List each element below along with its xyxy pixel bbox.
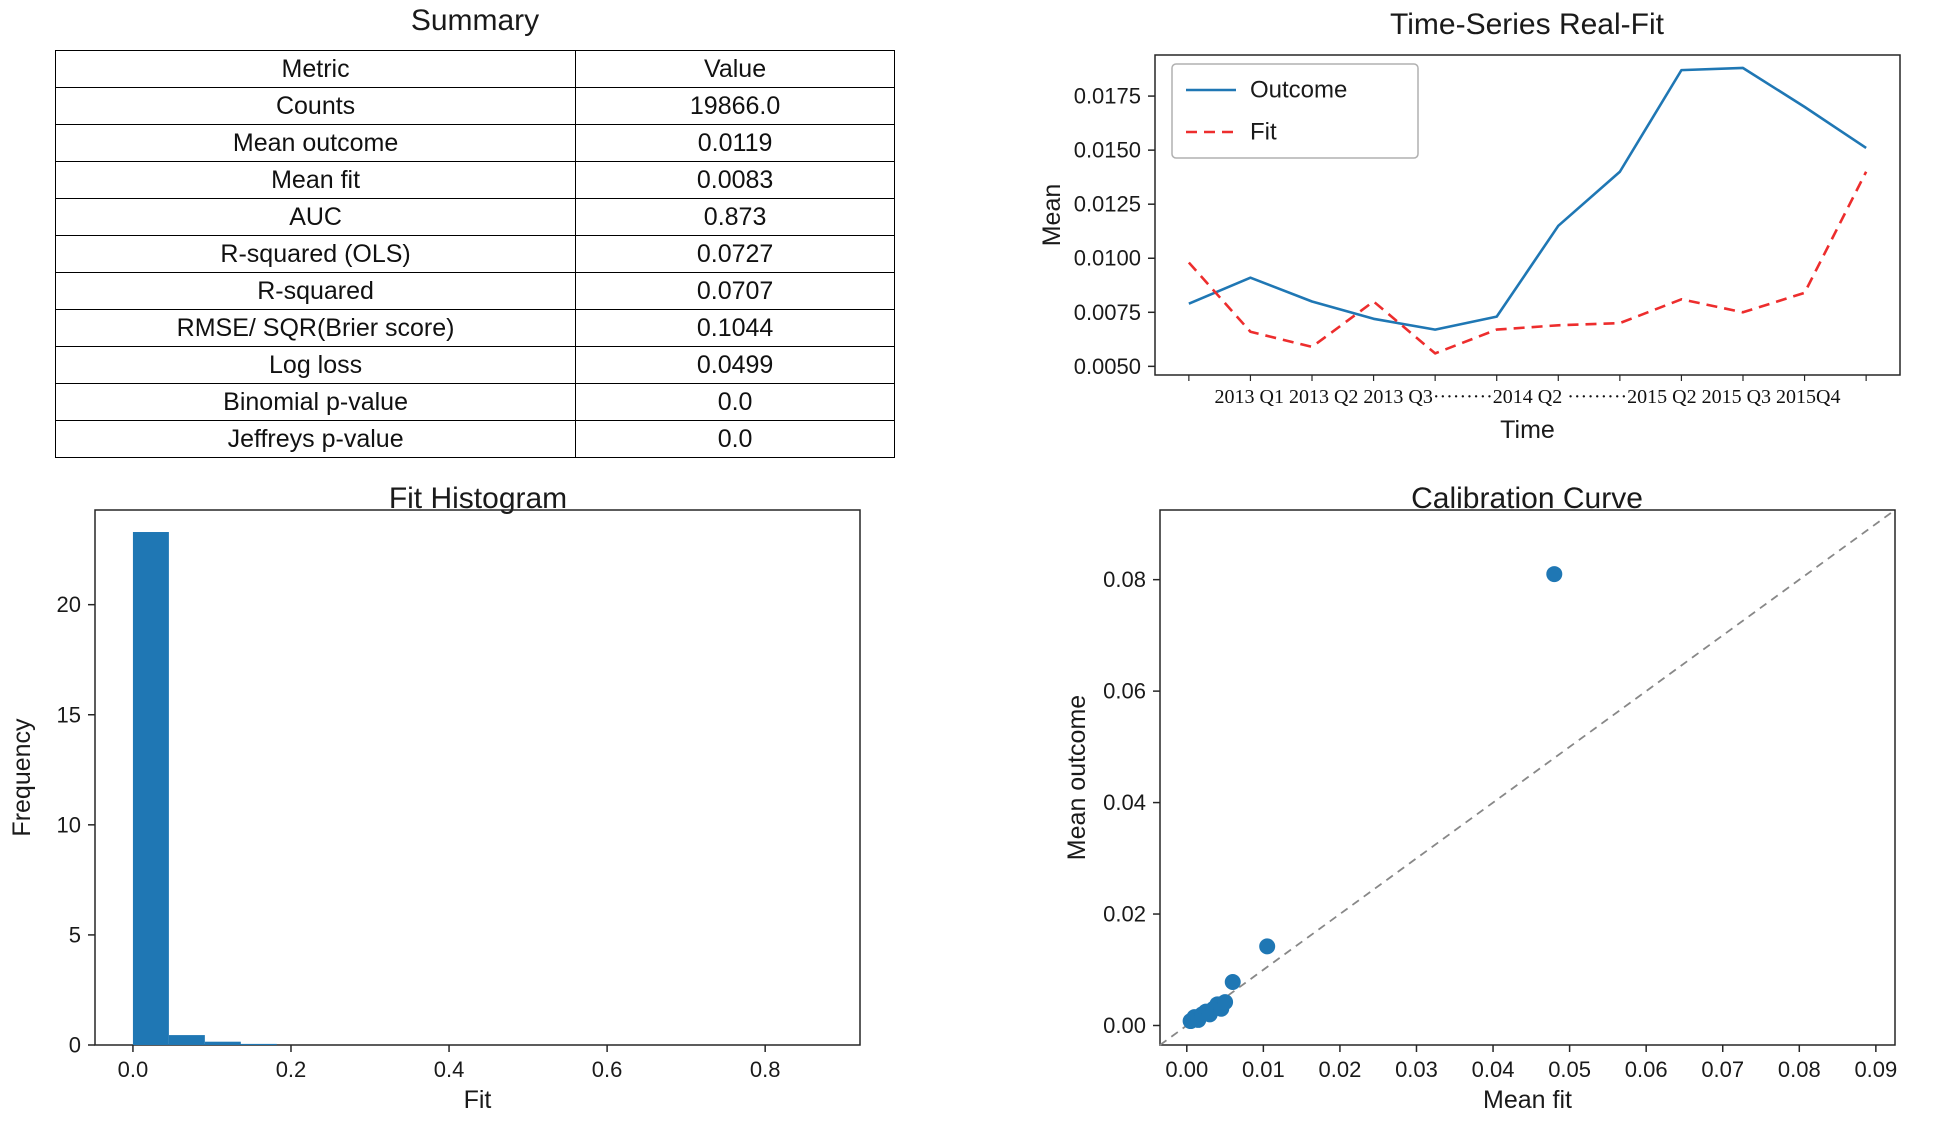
histogram-bar xyxy=(168,1035,205,1045)
table-row: Mean outcome 0.0119 xyxy=(54,124,895,162)
value-cell: 0.0119 xyxy=(575,124,895,162)
header-row: Metric Value xyxy=(54,50,895,88)
metric-cell: AUC xyxy=(54,198,577,236)
metric-cell: Mean outcome xyxy=(54,124,577,162)
y-tick-label: 0.0075 xyxy=(1074,300,1141,325)
x-tick-label: 0.09 xyxy=(1854,1057,1897,1082)
table-row: Jeffreys p-value 0.0 xyxy=(54,420,895,458)
histogram-bar xyxy=(204,1041,241,1045)
x-axis-label: Time xyxy=(1500,416,1555,444)
data-point xyxy=(1224,974,1241,991)
table-row: Counts 19866.0 xyxy=(54,87,895,125)
y-tick-label: 0.0150 xyxy=(1074,138,1141,163)
y-tick-label: 0 xyxy=(69,1033,81,1058)
metric-cell: Mean fit xyxy=(54,161,577,199)
value-cell: 0.1044 xyxy=(575,309,895,347)
summary-table-body: Metric Value Counts 19866.0 Mean outcome 0.01… xyxy=(54,50,895,458)
x-tick-label: 0.05 xyxy=(1548,1057,1591,1082)
metric-cell: Binomial p-value xyxy=(54,383,577,421)
table-row: AUC 0.873 xyxy=(54,198,895,236)
summary-title: Summary xyxy=(410,4,540,37)
data-point xyxy=(1259,938,1276,955)
y-tick-label: 0.0125 xyxy=(1074,192,1141,217)
value-cell: 0.0083 xyxy=(575,161,895,199)
legend-label: Fit xyxy=(1250,119,1277,146)
metric-cell: Log loss xyxy=(54,346,577,384)
metric-cell: Counts xyxy=(54,87,577,125)
value-cell: 0.0727 xyxy=(575,235,895,273)
x-tick-label: 0.03 xyxy=(1395,1057,1438,1082)
legend: Outcome Fit xyxy=(1171,63,1419,159)
x-tick-label: 0.08 xyxy=(1778,1057,1821,1082)
outcome-line xyxy=(1188,66,1867,331)
x-tick-label: 0.0 xyxy=(118,1057,149,1082)
y-tick-label: 0.0175 xyxy=(1074,84,1141,109)
fit-line xyxy=(1187,171,1868,355)
x-tick-label: 0.07 xyxy=(1701,1057,1744,1082)
table-row: R-squared (OLS) 0.0727 xyxy=(54,235,895,273)
table-row: Log loss 0.0499 xyxy=(54,346,895,384)
y-tick-label: 20 xyxy=(57,592,81,617)
y-tick-label: 10 xyxy=(57,812,81,837)
data-point xyxy=(1546,566,1563,583)
y-tick-label: 0.00 xyxy=(1103,1013,1146,1038)
metric-cell: Jeffreys p-value xyxy=(54,420,577,458)
histogram-bar xyxy=(132,532,169,1045)
y-axis-label: Mean outcome xyxy=(1063,695,1091,860)
y-axis-label: Mean xyxy=(1038,184,1066,247)
y-tick-label: 0.0100 xyxy=(1074,246,1141,271)
histogram-chart: 0 5 10 15 20 0.0 0.2 0.4 0.6 0.8 Fit Frequency xyxy=(8,509,861,1114)
y-tick-label: 0.06 xyxy=(1103,679,1146,704)
metric-cell: Metric xyxy=(54,50,577,88)
metric-cell: R-squared (OLS) xyxy=(54,235,577,273)
x-tick-label: 0.06 xyxy=(1625,1057,1668,1082)
x-tick-label: 0.02 xyxy=(1319,1057,1362,1082)
timeseries-chart: 0.0050 0.0075 0.0100 0.0125 0.0150 0.0175 2013… xyxy=(1038,54,1901,444)
legend-box xyxy=(1171,63,1419,159)
value-cell: Value xyxy=(575,50,895,88)
value-cell: 0.873 xyxy=(575,198,895,236)
legend-label: Outcome xyxy=(1250,77,1347,104)
histogram-bar xyxy=(240,1043,277,1045)
x-tick-label: 0.8 xyxy=(750,1057,781,1082)
x-tick-label: 0.2 xyxy=(276,1057,307,1082)
x-tick-label: 0.6 xyxy=(592,1057,623,1082)
y-tick-label: 0.08 xyxy=(1103,567,1146,592)
metric-cell: R-squared xyxy=(54,272,577,310)
y-tick-label: 0.04 xyxy=(1103,790,1146,815)
value-cell: 0.0 xyxy=(575,383,895,421)
table-row: RMSE/ SQR(Brier score) 0.1044 xyxy=(54,309,895,347)
plot-frame xyxy=(1154,54,1901,376)
scatter-points xyxy=(1182,566,1563,1030)
table-row: Mean fit 0.0083 xyxy=(54,161,895,199)
value-cell: 0.0 xyxy=(575,420,895,458)
y-axis-label: Frequency xyxy=(8,718,36,837)
y-tick-label: 0.0050 xyxy=(1074,354,1141,379)
x-tick-label: 0.4 xyxy=(434,1057,465,1082)
value-cell: 0.0707 xyxy=(575,272,895,310)
plot-frame xyxy=(1159,509,1896,1046)
value-cell: 19866.0 xyxy=(575,87,895,125)
table-row: Binomial p-value 0.0 xyxy=(54,383,895,421)
x-tick-label: 0.00 xyxy=(1165,1057,1208,1082)
plot-frame xyxy=(94,509,861,1046)
x-axis-label: Mean fit xyxy=(1483,1086,1572,1114)
y-tick-label: 15 xyxy=(57,702,81,727)
metric-cell: RMSE/ SQR(Brier score) xyxy=(54,309,577,347)
data-point xyxy=(1217,994,1234,1011)
y-tick-label: 0.02 xyxy=(1103,902,1146,927)
x-axis-label: Fit xyxy=(464,1086,492,1114)
diagonal-reference-line xyxy=(1159,509,1896,1046)
y-tick-label: 5 xyxy=(69,922,81,947)
table-row: R-squared 0.0707 xyxy=(54,272,895,310)
summary-table: Metric Value Counts 19866.0 Mean outcome 0.01… xyxy=(54,50,895,458)
x-tick-labels: 2013 Q1 2013 Q2 2013 Q3·········2014 Q2 … xyxy=(1215,386,1841,408)
x-tick-label: 0.01 xyxy=(1242,1057,1285,1082)
calibration-chart: 0.00 0.02 0.04 0.06 0.08 0.00 0.01 0.02 0.03 0.04… xyxy=(1063,509,1897,1114)
timeseries-title: Time-Series Real-Fit xyxy=(1390,8,1664,41)
value-cell: 0.0499 xyxy=(575,346,895,384)
histogram-bars xyxy=(132,532,277,1045)
x-tick-label: 0.04 xyxy=(1472,1057,1515,1082)
